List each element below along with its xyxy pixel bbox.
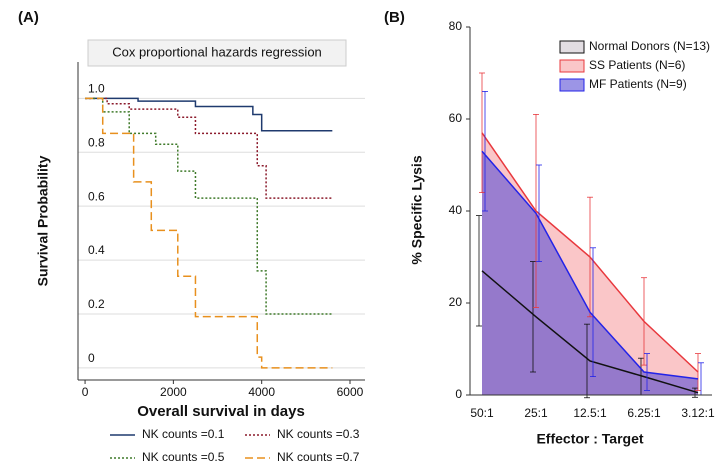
error-bar <box>482 91 488 212</box>
x-tick-label: 6000 <box>337 385 364 399</box>
error-bar <box>533 114 539 309</box>
x-tick-label: 4000 <box>248 385 275 399</box>
error-bar <box>695 353 701 391</box>
x-axis-label: Overall survival in days <box>137 403 305 420</box>
error-bar <box>536 164 542 263</box>
x-tick-label: 12.5:1 <box>573 406 607 420</box>
legend-swatch <box>559 78 585 92</box>
error-bar <box>692 387 698 398</box>
y-axis-label: % Specific Lysis <box>409 155 425 264</box>
x-tick-label: 25:1 <box>524 406 548 420</box>
y-axis-label: Survival Probability <box>35 155 51 286</box>
survival-curve <box>85 97 333 315</box>
error-bar <box>641 277 647 366</box>
survival-curve <box>85 97 333 132</box>
legend-label: NK counts =0.3 <box>277 427 360 441</box>
error-bar <box>476 215 482 327</box>
error-bar <box>644 353 650 391</box>
y-tick-label: 0.6 <box>88 189 105 203</box>
y-tick-label: 1.0 <box>88 82 105 96</box>
y-tick-label: 0 <box>88 351 95 365</box>
y-tick-label: 20 <box>449 295 463 309</box>
legend-label: Normal Donors (N=13) <box>589 39 710 53</box>
x-tick-label: 50:1 <box>470 406 494 420</box>
legend-label: NK counts =0.1 <box>142 427 225 441</box>
error-bar <box>584 323 590 399</box>
legend-label: NK counts =0.7 <box>277 450 360 464</box>
y-tick-label: 60 <box>449 111 463 125</box>
legend-label: NK counts =0.5 <box>142 450 225 464</box>
area-line <box>481 150 699 380</box>
y-tick-label: 0.8 <box>88 135 105 149</box>
area-fill <box>482 151 698 395</box>
survival-curve <box>85 97 333 199</box>
error-bar <box>530 261 536 373</box>
legend-swatch <box>559 59 585 73</box>
y-tick-label: 80 <box>449 19 463 33</box>
title-box <box>87 39 347 67</box>
x-tick-label: 3.12:1 <box>681 406 715 420</box>
x-tick-label: 6.25:1 <box>627 406 661 420</box>
legend-label: SS Patients (N=6) <box>589 58 685 72</box>
y-tick-label: 40 <box>449 203 463 217</box>
y-tick-label: 0 <box>455 387 462 401</box>
x-tick-label: 0 <box>82 385 89 399</box>
y-tick-label: 0.2 <box>88 297 105 311</box>
legend-swatch <box>559 40 585 54</box>
panel-label: (A) <box>18 9 39 26</box>
area-line <box>481 270 699 394</box>
error-bar <box>479 72 485 194</box>
survival-curve <box>85 97 333 369</box>
chart-title: Cox proportional hazards regression <box>112 44 322 59</box>
error-bar <box>587 196 593 318</box>
x-tick-label: 2000 <box>160 385 187 399</box>
y-tick-label: 0.4 <box>88 243 105 257</box>
error-bar <box>590 247 596 378</box>
x-axis-label: Effector : Target <box>536 431 643 447</box>
panel-label: (B) <box>384 9 405 26</box>
legend-label: MF Patients (N=9) <box>589 77 687 91</box>
